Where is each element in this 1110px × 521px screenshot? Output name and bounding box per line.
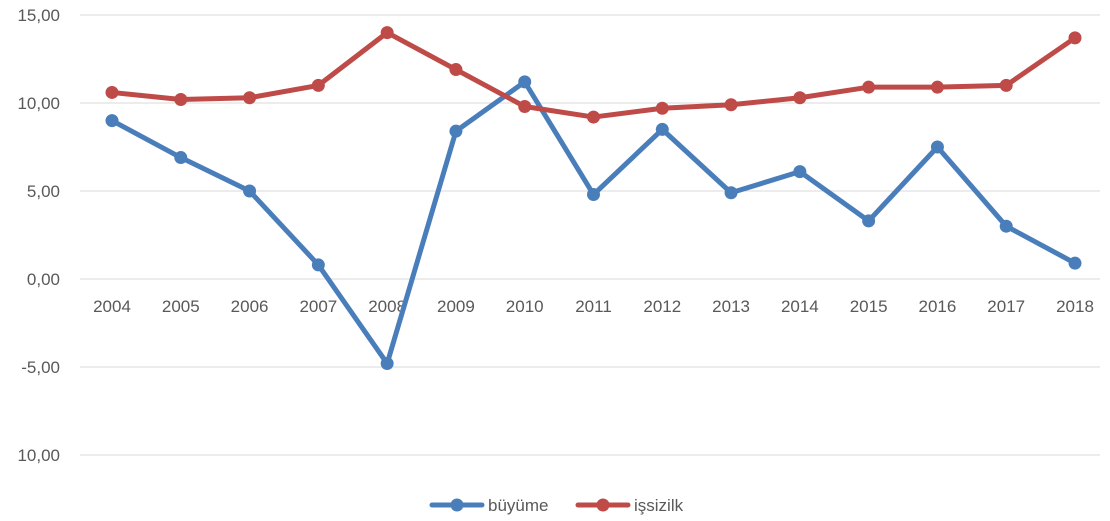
y-tick-label: 10,00 — [17, 446, 60, 465]
x-tick-label: 2017 — [987, 297, 1025, 316]
x-tick-label: 2008 — [368, 297, 406, 316]
data-point — [655, 101, 669, 115]
x-tick-label: 2016 — [919, 297, 957, 316]
x-tick-label: 2011 — [575, 297, 612, 316]
series-layer — [105, 26, 1082, 370]
data-point — [793, 91, 807, 105]
data-point — [311, 78, 325, 92]
gridlines — [80, 14, 1100, 456]
x-tick-label: 2006 — [231, 297, 269, 316]
data-point — [862, 80, 876, 94]
legend-marker-0 — [450, 498, 464, 512]
y-tick-label: 5,00 — [27, 182, 60, 201]
x-tick-label: 2014 — [781, 297, 819, 316]
data-point — [999, 219, 1013, 233]
x-tick-label: 2010 — [506, 297, 544, 316]
data-point — [174, 151, 188, 165]
data-point — [930, 140, 944, 154]
x-tick-label: 2007 — [299, 297, 337, 316]
data-point — [862, 214, 876, 228]
legend-marker-1 — [596, 498, 610, 512]
x-axis-labels: 2004 2005 2006 2007 2008 2009 2010 2011 2012 2013… — [93, 297, 1094, 316]
data-point — [105, 85, 119, 99]
data-point — [1068, 31, 1082, 45]
data-point — [930, 80, 944, 94]
legend-label-0: büyüme — [488, 496, 548, 515]
data-point — [105, 114, 119, 128]
data-point — [243, 184, 257, 198]
data-point — [793, 165, 807, 179]
x-tick-label: 2009 — [437, 297, 475, 316]
data-point — [587, 188, 600, 202]
x-tick-label: 2012 — [643, 297, 681, 316]
data-point — [380, 26, 394, 40]
y-axis-labels: 15,00 10,00 5,00 0,00 -5,00 10,00 — [17, 6, 60, 465]
y-tick-label: 10,00 — [17, 94, 60, 113]
data-point — [243, 91, 257, 105]
legend-label-1: işsizilk — [634, 496, 684, 515]
legend: büyüme işsizilk — [429, 496, 684, 515]
y-tick-label: 15,00 — [17, 6, 60, 25]
x-tick-label: 2013 — [712, 297, 750, 316]
data-point — [1068, 256, 1082, 270]
x-tick-label: 2005 — [162, 297, 200, 316]
data-point — [655, 122, 669, 136]
data-point — [518, 75, 532, 89]
data-point — [724, 186, 738, 200]
data-point — [311, 258, 325, 272]
data-point — [449, 63, 463, 77]
y-tick-label: 0,00 — [27, 270, 60, 289]
data-point — [380, 356, 394, 370]
x-tick-label: 2018 — [1056, 297, 1094, 316]
y-tick-label: -5,00 — [21, 358, 60, 377]
data-point — [518, 100, 532, 114]
data-point — [174, 92, 188, 106]
data-point — [724, 98, 738, 112]
series-line-1 — [109, 30, 1078, 120]
data-point — [449, 124, 463, 138]
x-tick-label: 2015 — [850, 297, 888, 316]
series-line-0 — [109, 79, 1078, 366]
data-point — [999, 78, 1013, 92]
data-point — [587, 110, 600, 124]
x-tick-label: 2004 — [93, 297, 131, 316]
